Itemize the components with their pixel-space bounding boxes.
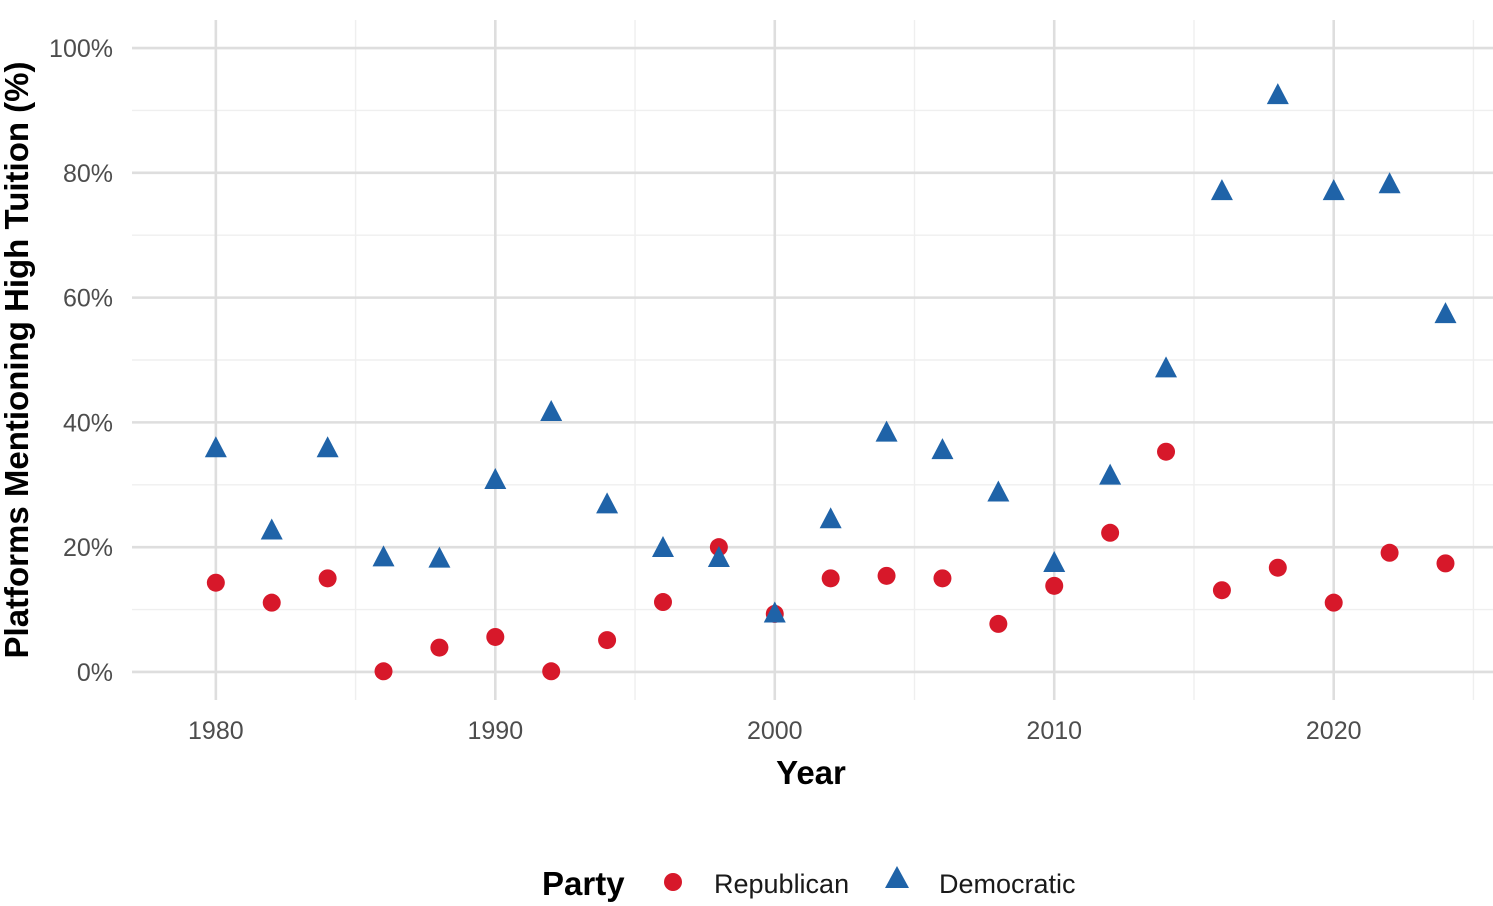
republican-point [206,573,225,592]
republican-point [318,569,337,588]
legend-republican-label: Republican [714,869,849,899]
republican-point [542,662,561,681]
x-tick-label: 2000 [747,717,803,745]
republican-point [989,614,1008,633]
democratic-point [428,546,451,568]
republican-point [1101,523,1120,542]
democratic-point [1266,83,1289,105]
democratic-point [1322,179,1345,201]
republican-point [1157,442,1176,461]
legend-title: Party [542,865,625,902]
y-tick-label: 40% [63,409,113,437]
republican-point [1436,554,1455,573]
democratic-point [651,536,674,558]
data-points [204,83,1457,681]
y-tick-label: 60% [63,285,113,313]
republican-point [430,638,449,657]
x-tick-label: 2010 [1026,717,1082,745]
democratic-point [763,601,786,623]
x-tick-label: 2020 [1306,717,1362,745]
y-tick-label: 20% [63,534,113,562]
democratic-point [204,436,227,458]
x-axis-title: Year [776,754,846,791]
republican-point [598,631,617,650]
democratic-point [1099,463,1122,485]
democratic-point [875,420,898,442]
democratic-point [1210,179,1233,201]
y-tick-labels: 0% 20% 40% 60% 80% 100% [49,35,113,687]
republican-point [933,569,952,588]
democratic-point [819,507,842,529]
democratic-point [1043,550,1066,572]
y-axis-title: Platforms Mentioning High Tuition (%) [0,62,35,659]
democratic-point [1434,302,1457,324]
democratic-point [316,436,339,458]
democratic-point [1155,356,1178,378]
republican-point [1324,593,1343,612]
republican-point [1380,543,1399,562]
democratic-point [707,545,730,567]
democratic-point [484,468,507,490]
republican-point [374,662,393,681]
republican-point [877,566,896,585]
republican-point [821,569,840,588]
republican-point [653,593,672,612]
legend: Party Republican Democratic [542,865,1076,902]
y-tick-label: 100% [49,35,113,63]
republican-point [486,627,505,646]
democratic-point [372,545,395,567]
democratic-point [540,400,563,422]
legend-democratic-marker [885,866,909,888]
democratic-point [1378,172,1401,194]
democratic-point [596,492,619,514]
minor-gridlines [132,20,1493,700]
x-tick-label: 1980 [188,717,244,745]
republican-point [262,593,281,612]
x-tick-labels: 1980 1990 2000 2010 2020 [188,717,1361,745]
republican-point [1045,576,1064,595]
y-tick-label: 80% [63,160,113,188]
democratic-point [987,480,1010,502]
y-tick-label: 0% [77,659,113,687]
legend-republican-marker [664,873,682,891]
legend-democratic-label: Democratic [939,869,1076,899]
republican-point [1212,581,1231,600]
republican-point [1268,558,1287,577]
x-tick-label: 1990 [467,717,523,745]
democratic-point [931,438,954,460]
democratic-point [260,518,283,540]
